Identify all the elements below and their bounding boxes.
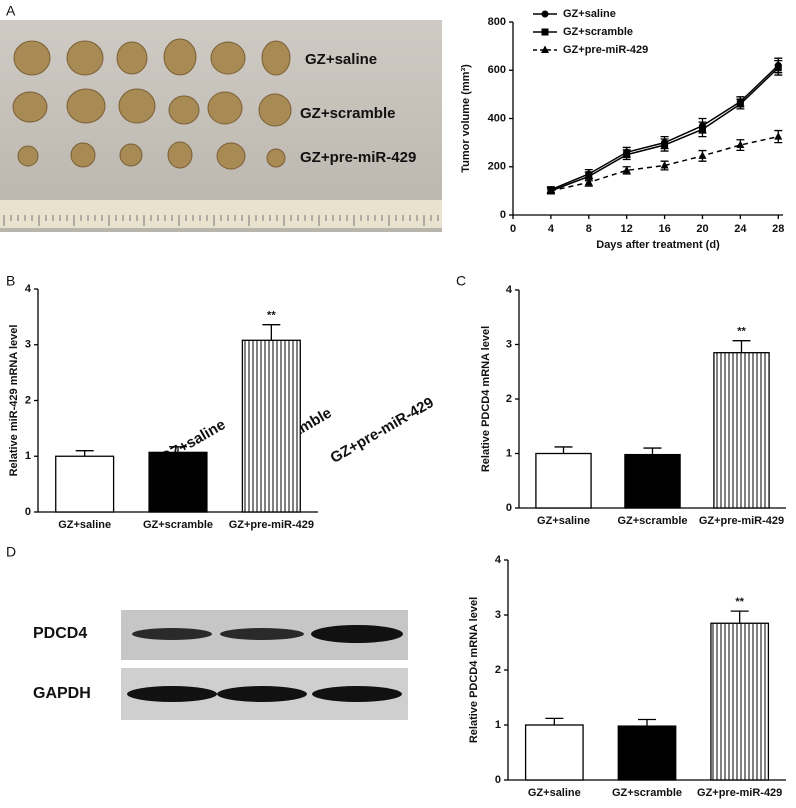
bar [535, 452, 592, 509]
photo-label: GZ+saline [305, 51, 377, 68]
annotation: ** [737, 326, 746, 338]
x-tick-label: 12 [621, 223, 633, 235]
x-tick-label: GZ+scramble [612, 787, 682, 799]
series [546, 57, 783, 194]
legend-label: GZ+pre-miR-429 [563, 44, 648, 56]
y-tick-label: 1 [25, 450, 31, 462]
annotation: ** [267, 310, 276, 322]
series [546, 129, 783, 195]
marker [736, 100, 744, 108]
photo-label: GZ+pre-miR-429 [300, 149, 416, 166]
x-tick-label: 28 [772, 223, 784, 235]
panel-label: C [456, 273, 466, 289]
bar [524, 724, 584, 781]
y-tick-label: 600 [488, 64, 506, 76]
western-blot: GZ+saline GZ+scramble GZ+pre-miR-429 PDC… [33, 394, 437, 720]
y-tick-label: 3 [495, 609, 501, 621]
bar [713, 352, 770, 509]
marker [584, 177, 593, 186]
bar [617, 725, 677, 781]
bar [710, 622, 770, 781]
y-tick-label: 400 [488, 112, 506, 124]
y-tick-label: 1 [506, 447, 512, 459]
error-bar [262, 324, 281, 341]
y-tick-label: 2 [495, 664, 501, 676]
x-tick-label: 0 [510, 223, 516, 235]
x-tick-label: 4 [548, 223, 555, 235]
bar [241, 339, 301, 513]
marker [661, 141, 669, 149]
x-tick-label: GZ+saline [58, 519, 111, 531]
error-bar [730, 610, 749, 624]
marker [660, 161, 669, 169]
series [546, 59, 783, 195]
y-axis-label: Relative PDCD4 mRNA level [468, 597, 480, 743]
marker [698, 151, 707, 159]
legend-marker [541, 28, 549, 36]
y-axis-label: Tumor volume (mm³) [460, 64, 472, 173]
marker [622, 165, 631, 174]
legend-marker [541, 45, 549, 53]
x-tick-label: GZ+saline [528, 787, 581, 799]
marker [546, 186, 555, 194]
x-tick-label: GZ+scramble [143, 519, 213, 531]
marker [585, 172, 593, 180]
y-tick-label: 4 [495, 554, 502, 566]
x-tick-label: GZ+pre-miR-429 [699, 515, 784, 527]
y-axis-label: Relative PDCD4 mRNA level [480, 326, 492, 472]
legend-label: GZ+scramble [563, 26, 633, 38]
y-tick-label: 0 [495, 774, 501, 786]
bar [55, 455, 115, 513]
legend-label: GZ+saline [563, 8, 616, 20]
blot-row-label: GAPDH [33, 685, 91, 702]
bar [148, 451, 208, 513]
y-tick-label: 2 [25, 394, 31, 406]
marker [736, 140, 745, 149]
panel-label: D [6, 544, 16, 560]
panel-label: A [6, 3, 16, 19]
x-tick-label: 24 [734, 223, 747, 235]
y-tick-label: 4 [25, 283, 32, 295]
x-tick-label: GZ+saline [537, 515, 590, 527]
marker [698, 125, 706, 133]
error-bar [554, 446, 573, 454]
blot-row-label: PDCD4 [33, 625, 87, 642]
x-tick-label: GZ+pre-miR-429 [229, 519, 314, 531]
error-bar [643, 447, 662, 455]
y-tick-label: 4 [506, 284, 513, 296]
line [550, 64, 779, 191]
y-tick-label: 0 [500, 209, 506, 221]
annotation: ** [735, 596, 744, 608]
y-axis-label: Relative miR-429 mRNA level [8, 325, 20, 477]
x-tick-label: GZ+scramble [617, 515, 687, 527]
x-tick-label: 16 [658, 223, 670, 235]
marker [774, 64, 782, 72]
blot-column-label: GZ+pre-miR-429 [327, 394, 436, 467]
x-tick-label: 20 [696, 223, 708, 235]
marker [774, 132, 783, 140]
marker [623, 151, 631, 159]
y-tick-label: 200 [488, 161, 506, 173]
x-tick-label: 8 [586, 223, 592, 235]
x-axis-label: Days after treatment (d) [596, 239, 720, 251]
error-bar [638, 718, 656, 727]
y-tick-label: 2 [506, 393, 512, 405]
legend-marker [541, 10, 549, 18]
y-tick-label: 800 [488, 16, 506, 28]
error-bar [545, 717, 564, 725]
error-bar [75, 450, 94, 457]
error-bar [732, 340, 751, 353]
error-bar [169, 446, 187, 453]
bar [624, 453, 681, 509]
y-tick-label: 0 [506, 502, 512, 514]
photo-label: GZ+scramble [300, 105, 395, 122]
panel-label: B [6, 273, 15, 289]
y-tick-label: 3 [506, 338, 512, 350]
y-tick-label: 0 [25, 506, 31, 518]
y-tick-label: 1 [495, 719, 501, 731]
x-tick-label: GZ+pre-miR-429 [697, 787, 782, 799]
y-tick-label: 3 [25, 339, 31, 351]
tumor-photo: GZ+saline GZ+scramble GZ+pre-miR-429 [0, 20, 442, 232]
